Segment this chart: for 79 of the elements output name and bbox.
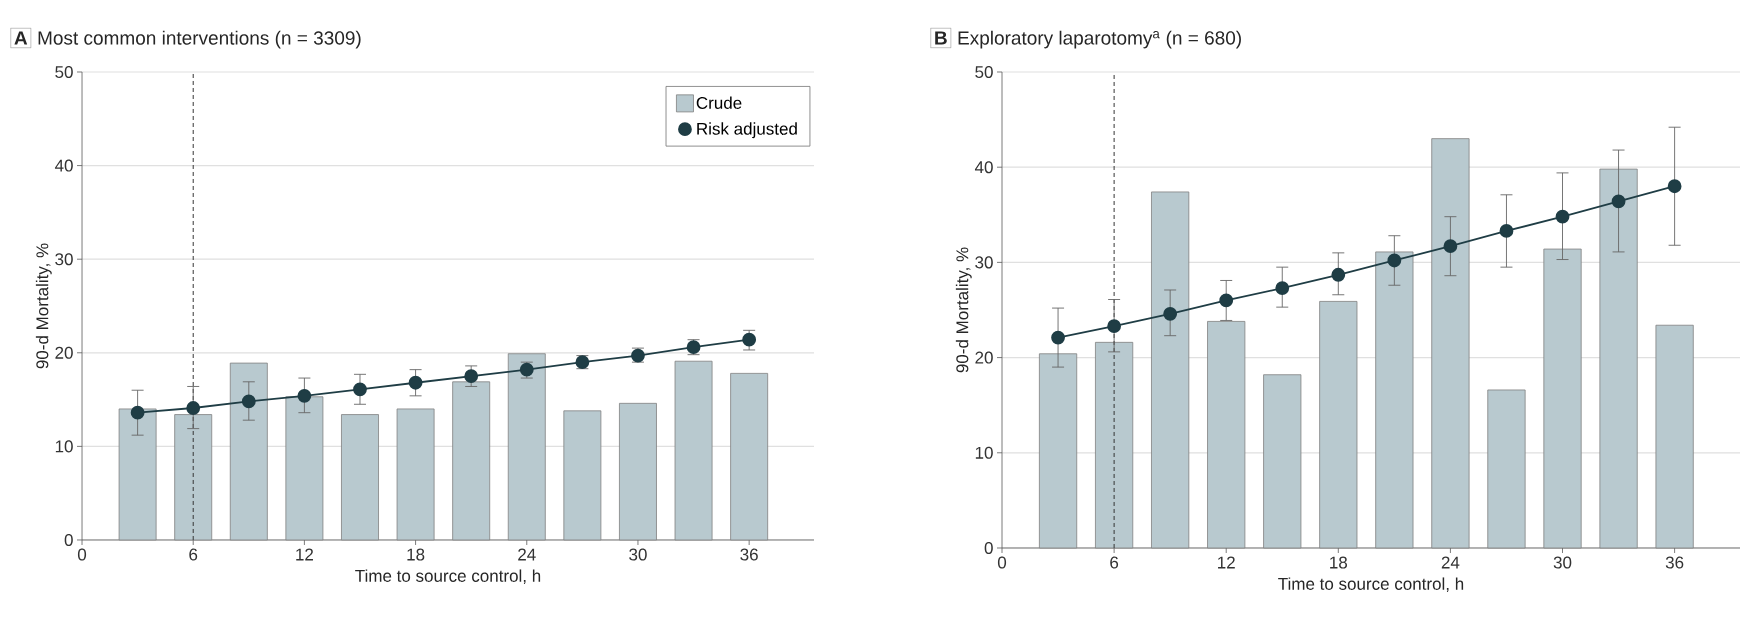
point <box>130 405 145 420</box>
x-tick-label: 30 <box>1553 556 1572 569</box>
point <box>1275 281 1290 295</box>
point <box>1163 306 1178 321</box>
point <box>1387 253 1402 268</box>
bar <box>1655 324 1694 549</box>
y-axis-title: 90-d Mortality, % <box>35 243 52 369</box>
point <box>1331 267 1346 282</box>
bar <box>1095 341 1134 549</box>
point <box>1443 239 1458 254</box>
x-axis-title: Time to source control, h <box>355 569 541 584</box>
y-tick-label: 30 <box>55 253 73 266</box>
x-tick-label: 6 <box>1110 556 1119 569</box>
point <box>241 394 256 409</box>
point <box>186 401 201 415</box>
text: A <box>14 31 28 45</box>
x-tick-label: 36 <box>740 548 758 561</box>
legend-label: Crude <box>696 96 742 109</box>
point <box>1667 179 1682 194</box>
bar <box>1207 321 1246 549</box>
y-tick-label: 30 <box>975 256 993 269</box>
x-tick-label: 12 <box>296 548 313 561</box>
y-tick-label: 0 <box>64 533 73 547</box>
text: B <box>935 31 947 45</box>
bar <box>396 408 435 541</box>
x-tick-label: 0 <box>997 556 1007 569</box>
point <box>353 382 367 397</box>
point <box>1051 330 1065 345</box>
y-tick-label: 10 <box>55 440 73 453</box>
x-tick-label: 18 <box>407 548 425 561</box>
bar <box>229 362 268 541</box>
x-tick-label: 24 <box>1441 556 1460 569</box>
y-tick-label: 20 <box>55 346 73 359</box>
bar <box>1263 374 1302 549</box>
y-tick-label: 40 <box>974 161 993 174</box>
point <box>408 375 423 390</box>
chart-title: Exploratory laparotomy$^{a}$ (n = 680) <box>958 30 1241 49</box>
y-tick-label: 50 <box>55 65 73 79</box>
bar <box>1599 168 1638 549</box>
point <box>742 332 757 347</box>
x-tick-label: 12 <box>1218 556 1235 569</box>
point <box>1611 194 1626 209</box>
bar <box>1543 248 1582 549</box>
bar <box>1375 251 1414 549</box>
point <box>297 388 312 403</box>
bar <box>674 360 713 541</box>
x-tick-label: 0 <box>77 548 87 561</box>
bar <box>452 381 491 541</box>
bar <box>1319 301 1358 549</box>
bar <box>285 396 324 541</box>
bar <box>563 410 602 541</box>
chart-title: Most common interventions (n = 3309) <box>38 30 361 49</box>
point <box>464 369 479 384</box>
legend-label: Risk adjusted <box>697 122 797 139</box>
bar <box>174 414 213 541</box>
bar <box>1487 389 1526 549</box>
point <box>1219 293 1234 308</box>
x-tick-label: 24 <box>518 548 536 561</box>
bar <box>619 402 657 541</box>
y-tick-label: 20 <box>975 351 993 364</box>
bar <box>1151 191 1190 549</box>
x-tick-label: 36 <box>1665 556 1684 569</box>
x-tick-label: 6 <box>189 548 198 561</box>
bar <box>730 372 769 541</box>
point <box>1107 319 1122 334</box>
bar <box>341 414 379 541</box>
x-tick-label: 30 <box>629 548 647 561</box>
y-tick-label: 50 <box>975 65 993 79</box>
bar <box>1431 138 1470 549</box>
y-axis-title: 90-d Mortality, % <box>955 247 972 373</box>
y-tick-label: 10 <box>975 446 993 459</box>
x-axis-title: Time to source control, h <box>1278 577 1464 592</box>
bar <box>118 408 157 541</box>
bar <box>1038 353 1078 549</box>
bar <box>507 353 546 541</box>
x-tick-label: 18 <box>1330 556 1348 569</box>
y-tick-label: 40 <box>54 159 73 172</box>
point <box>1555 209 1570 224</box>
point <box>1499 224 1514 238</box>
